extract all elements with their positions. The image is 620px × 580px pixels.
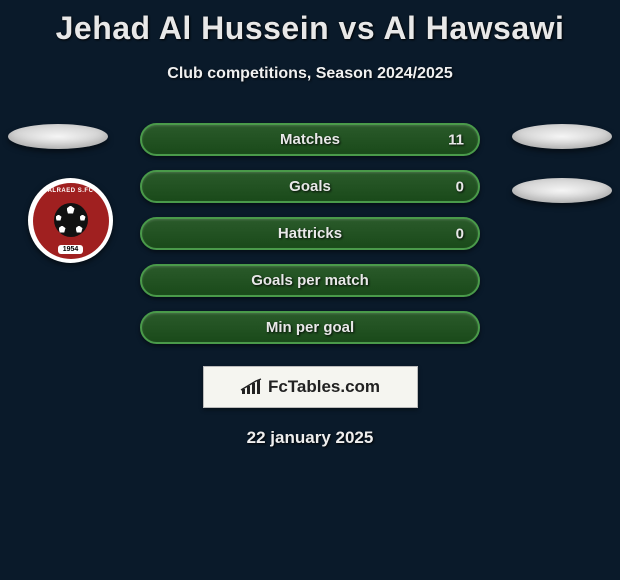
stat-row-matches: Matches 11 xyxy=(140,123,480,156)
player-pill-left xyxy=(8,124,108,149)
stat-value: 0 xyxy=(456,225,464,242)
brand-badge[interactable]: FcTables.com xyxy=(203,366,418,408)
date-text: 22 january 2025 xyxy=(0,428,620,448)
subtitle: Club competitions, Season 2024/2025 xyxy=(0,65,620,83)
stat-row-goals-per-match: Goals per match xyxy=(140,264,480,297)
stat-label: Min per goal xyxy=(266,319,354,336)
stat-label: Goals per match xyxy=(251,272,369,289)
bar-chart-icon xyxy=(240,378,262,396)
player-pill-right-1 xyxy=(512,124,612,149)
club-name-text: ALRAED S.FC xyxy=(48,188,94,194)
stat-value: 11 xyxy=(448,131,464,148)
soccer-ball-icon xyxy=(54,203,88,237)
stat-label: Hattricks xyxy=(278,225,342,242)
stat-row-hattricks: Hattricks 0 xyxy=(140,217,480,250)
page-title: Jehad Al Hussein vs Al Hawsawi xyxy=(0,0,620,47)
club-year: 1954 xyxy=(58,245,84,254)
stat-row-min-per-goal: Min per goal xyxy=(140,311,480,344)
stat-value: 0 xyxy=(456,178,464,195)
brand-name: FcTables.com xyxy=(268,377,380,397)
stat-row-goals: Goals 0 xyxy=(140,170,480,203)
stat-label: Matches xyxy=(280,131,340,148)
stat-label: Goals xyxy=(289,178,331,195)
player-pill-right-2 xyxy=(512,178,612,203)
club-logo: ALRAED S.FC 1954 xyxy=(28,178,113,263)
